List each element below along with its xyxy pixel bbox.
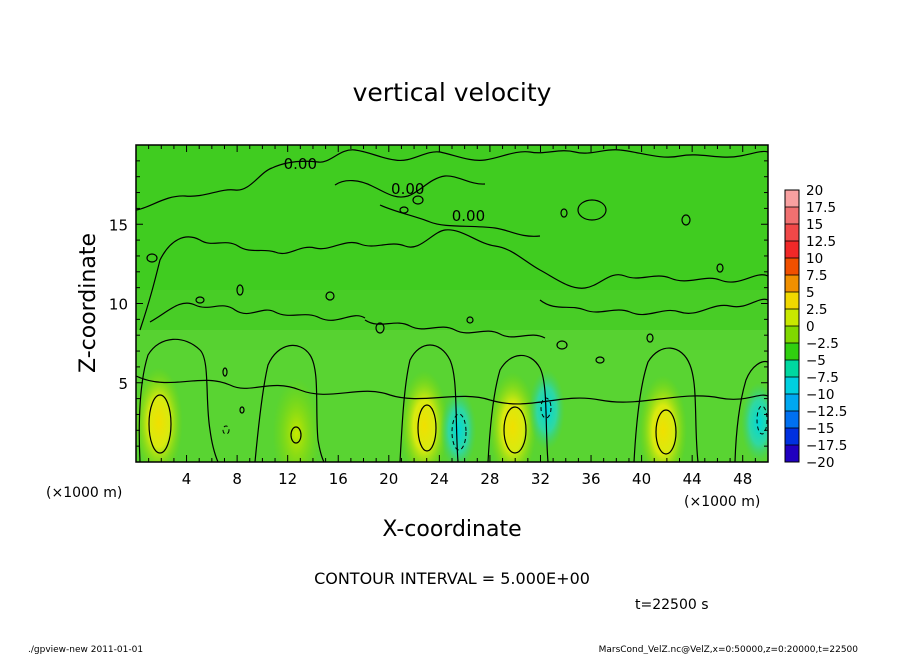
x-tick-label: 12 <box>278 470 297 488</box>
colorbar-label: 17.5 <box>806 200 836 216</box>
colorbar-swatch <box>785 377 799 394</box>
colorbar-swatch <box>785 411 799 428</box>
colorbar-swatch <box>785 360 799 377</box>
updraft-0 <box>136 367 183 462</box>
colorbar-swatch <box>785 343 799 360</box>
colorbar-swatch <box>785 445 799 462</box>
contour-label-2: 0.00 <box>452 207 485 225</box>
y-tick-label: 15 <box>109 216 128 234</box>
x-unit-label: (×1000 m) <box>684 494 760 510</box>
colorbar-swatch <box>785 207 799 224</box>
footer-right: MarsCond_VelZ.nc@VelZ,x=0:50000,z=0:2000… <box>599 645 859 654</box>
y-axis-label: Z-coordinate <box>76 233 101 373</box>
colorbar-label: −17.5 <box>806 438 847 454</box>
x-tick-label: 16 <box>329 470 348 488</box>
footer-left: ./gpview-new 2011-01-01 <box>28 645 143 654</box>
colorbar-swatch <box>785 394 799 411</box>
contour-interval: CONTOUR INTERVAL = 5.000E+00 <box>314 569 590 588</box>
colorbar-swatch <box>785 224 799 241</box>
chart-title: vertical velocity <box>353 78 552 107</box>
colorbar-swatch <box>785 326 799 343</box>
colorbar-label: −12.5 <box>806 404 847 420</box>
updraft-1 <box>272 378 321 462</box>
contour-label-0: 0.00 <box>284 155 317 173</box>
field-shading <box>136 290 768 462</box>
colorbar-swatch <box>785 292 799 309</box>
colorbar-label: 20 <box>806 183 823 199</box>
colorbar-label: −15 <box>806 421 835 437</box>
colorbar-swatch <box>785 275 799 292</box>
x-tick-label: 8 <box>232 470 242 488</box>
contour-lines <box>136 149 768 462</box>
plot-area: 0.00 0.00 0.00 <box>135 144 769 463</box>
contour-labels: 0.00 0.00 0.00 <box>284 155 486 225</box>
colorbar-swatch <box>785 241 799 258</box>
x-tick-label: 28 <box>480 470 499 488</box>
x-tick-label: 36 <box>581 470 600 488</box>
colorbar-label: −7.5 <box>806 370 839 386</box>
y-tick-label: 10 <box>109 296 128 314</box>
x-tick-label: 44 <box>683 470 702 488</box>
downdraft-6 <box>528 369 565 450</box>
x-tick-label: 24 <box>430 470 449 488</box>
colorbar-label: −10 <box>806 387 835 403</box>
updraft-2 <box>400 370 449 462</box>
colorbar-label: −5 <box>806 353 826 369</box>
colorbar-label: 7.5 <box>806 268 827 284</box>
x-tick-label: 4 <box>182 470 192 488</box>
colorbar-label: −2.5 <box>806 336 839 352</box>
x-tick-label: 20 <box>379 470 398 488</box>
y-axis: 5 10 15 <box>109 144 768 463</box>
colorbar-swatch <box>785 428 799 445</box>
colorbar-label: 12.5 <box>806 234 836 250</box>
colorbar: 2017.51512.5107.552.50−2.5−5−7.5−10−12.5… <box>784 183 847 471</box>
x-axis: 4 8 12 16 20 24 28 32 36 40 44 48 <box>135 145 769 488</box>
downdraft-7 <box>741 382 768 462</box>
time-label: t=22500 s <box>635 597 709 613</box>
colorbar-swatch <box>785 258 799 275</box>
colorbar-swatch <box>785 309 799 326</box>
negative-contours <box>222 397 768 451</box>
updraft-4 <box>639 375 688 462</box>
colorbar-label: −20 <box>806 455 835 471</box>
x-axis-label: X-coordinate <box>382 517 521 542</box>
colorbar-swatch <box>785 190 799 207</box>
colorbar-label: 10 <box>806 251 823 267</box>
downdraft-5 <box>440 390 477 462</box>
y-tick-label: 5 <box>118 375 128 393</box>
colorbar-label: 15 <box>806 217 823 233</box>
colorbar-label: 2.5 <box>806 302 827 318</box>
z-unit-label: (×1000 m) <box>46 485 122 501</box>
contour-label-1: 0.00 <box>391 180 424 198</box>
colorbar-label: 0 <box>806 319 815 335</box>
colorbar-label: 5 <box>806 285 815 301</box>
x-tick-label: 48 <box>733 470 752 488</box>
x-tick-label: 32 <box>531 470 550 488</box>
x-tick-label: 40 <box>632 470 651 488</box>
